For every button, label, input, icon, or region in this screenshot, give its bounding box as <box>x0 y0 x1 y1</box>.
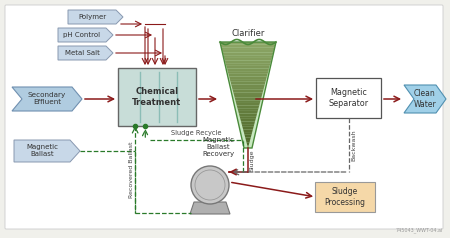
Text: Magnetic
Ballast: Magnetic Ballast <box>26 144 58 158</box>
Polygon shape <box>230 79 266 82</box>
Polygon shape <box>245 137 251 140</box>
Polygon shape <box>58 28 113 42</box>
Text: Sludge Recycle: Sludge Recycle <box>171 130 222 136</box>
Text: Chemical
Treatment: Chemical Treatment <box>132 87 182 107</box>
Polygon shape <box>244 135 252 137</box>
Polygon shape <box>231 84 265 87</box>
Polygon shape <box>190 202 230 214</box>
Text: 745043_WWT-04.ai: 745043_WWT-04.ai <box>396 227 443 233</box>
Polygon shape <box>224 58 272 60</box>
FancyBboxPatch shape <box>316 78 381 118</box>
Text: Magnetic
Ballast
Recovery: Magnetic Ballast Recovery <box>202 137 234 157</box>
Text: Polymer: Polymer <box>78 14 106 20</box>
Text: pH Control: pH Control <box>63 32 100 38</box>
Polygon shape <box>236 103 260 106</box>
Polygon shape <box>228 71 268 74</box>
Polygon shape <box>241 122 255 124</box>
Polygon shape <box>239 114 257 116</box>
Polygon shape <box>221 47 274 50</box>
Text: Sludge: Sludge <box>250 149 255 171</box>
Text: Clarifier: Clarifier <box>231 29 265 38</box>
Polygon shape <box>225 63 270 66</box>
Polygon shape <box>223 53 273 55</box>
Text: Recovered Ballast: Recovered Ballast <box>129 141 134 198</box>
Polygon shape <box>239 116 256 119</box>
Polygon shape <box>233 92 263 95</box>
Text: Clean
Water: Clean Water <box>414 89 436 109</box>
FancyBboxPatch shape <box>118 68 196 126</box>
Polygon shape <box>244 132 252 135</box>
Polygon shape <box>232 87 264 90</box>
Polygon shape <box>229 74 268 76</box>
Polygon shape <box>220 42 276 148</box>
Text: Secondary
Effluent: Secondary Effluent <box>28 93 66 105</box>
Polygon shape <box>234 95 262 98</box>
Polygon shape <box>225 60 271 63</box>
Polygon shape <box>238 111 258 114</box>
Text: Sludge
Processing: Sludge Processing <box>324 187 365 207</box>
FancyBboxPatch shape <box>5 5 443 229</box>
Text: Metal Salt: Metal Salt <box>64 50 99 56</box>
Text: Magnetic
Separator: Magnetic Separator <box>328 88 369 108</box>
Polygon shape <box>229 76 267 79</box>
Polygon shape <box>243 129 253 132</box>
Polygon shape <box>404 85 446 113</box>
Polygon shape <box>14 140 80 162</box>
Polygon shape <box>68 10 123 24</box>
Polygon shape <box>220 45 275 47</box>
Text: Backwash: Backwash <box>351 129 356 161</box>
Polygon shape <box>235 100 261 103</box>
Polygon shape <box>227 69 269 71</box>
Polygon shape <box>243 127 254 129</box>
Polygon shape <box>220 42 276 45</box>
FancyBboxPatch shape <box>315 182 375 212</box>
Polygon shape <box>237 106 259 108</box>
Polygon shape <box>238 108 258 111</box>
Polygon shape <box>58 46 113 60</box>
Polygon shape <box>235 98 261 100</box>
Polygon shape <box>248 145 249 148</box>
Circle shape <box>191 166 229 204</box>
Polygon shape <box>226 66 270 69</box>
Polygon shape <box>230 82 266 84</box>
Polygon shape <box>246 140 250 143</box>
Polygon shape <box>12 87 82 111</box>
Polygon shape <box>247 143 249 145</box>
Polygon shape <box>224 55 273 58</box>
Polygon shape <box>222 50 274 53</box>
Polygon shape <box>240 119 256 122</box>
Polygon shape <box>242 124 254 127</box>
Polygon shape <box>233 90 263 92</box>
